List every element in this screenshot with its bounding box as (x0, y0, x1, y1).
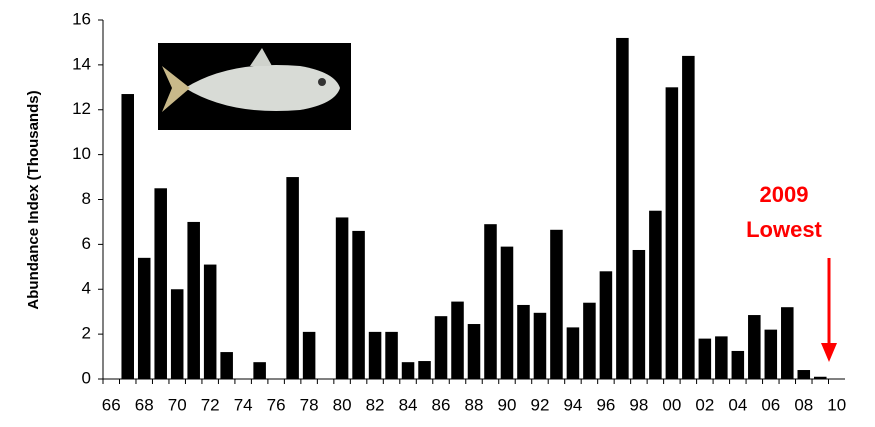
x-tick-label: 90 (498, 395, 517, 414)
bar (649, 210, 662, 379)
x-tick-label: 76 (267, 395, 286, 414)
bar (665, 87, 679, 379)
x-tick-label: 78 (300, 395, 319, 414)
y-tick-label: 12 (72, 99, 91, 118)
bar (715, 336, 728, 379)
x-tick-label: 06 (761, 395, 780, 414)
x-tick-label: 88 (465, 395, 484, 414)
x-tick-label: 02 (695, 395, 714, 414)
bar (814, 376, 827, 379)
bar (253, 362, 266, 379)
bar (632, 249, 646, 379)
bar (748, 315, 761, 379)
y-axis-label: Abundance Index (Thousands) (25, 90, 42, 309)
x-tick-label: 04 (728, 395, 747, 414)
fish-picture (158, 43, 351, 130)
x-tick-label: 96 (596, 395, 615, 414)
x-tick-label: 74 (234, 395, 253, 414)
bar (698, 338, 712, 379)
bar (286, 177, 299, 379)
bar (154, 188, 167, 379)
y-tick-label: 2 (82, 324, 91, 343)
y-tick-label: 4 (82, 279, 91, 298)
bar (203, 264, 217, 379)
bar (599, 271, 613, 379)
bar (385, 331, 398, 379)
bar (797, 370, 811, 379)
bar (352, 230, 365, 379)
x-tick-label: 80 (333, 395, 352, 414)
bar (781, 307, 794, 379)
x-tick-label: 86 (432, 395, 451, 414)
annotation: Lowest (746, 217, 822, 242)
bar (583, 302, 596, 379)
bar (302, 331, 316, 379)
bar (187, 221, 200, 379)
bar (550, 229, 563, 379)
bar (434, 316, 448, 379)
bar (731, 350, 745, 379)
x-tick-label: 00 (662, 395, 681, 414)
x-tick-label: 68 (135, 395, 154, 414)
bar (451, 301, 464, 379)
x-tick-label: 72 (201, 395, 220, 414)
y-tick-label: 16 (72, 9, 91, 28)
bar (500, 246, 514, 379)
bar (335, 217, 349, 379)
x-tick-label: 82 (366, 395, 385, 414)
bar (137, 257, 151, 379)
y-tick-label: 0 (82, 368, 91, 387)
bar (682, 55, 695, 380)
bar (170, 289, 184, 379)
bar (418, 361, 431, 379)
bar (220, 352, 233, 379)
x-tick-label: 98 (629, 395, 648, 414)
bar (764, 329, 778, 379)
annotation: 2009 (760, 182, 809, 207)
x-tick-label: 08 (794, 395, 813, 414)
bar (566, 327, 580, 379)
y-tick-label: 10 (72, 144, 91, 163)
x-tick-label: 92 (530, 395, 549, 414)
bar (533, 312, 547, 379)
bar (401, 362, 415, 379)
y-tick-label: 14 (72, 54, 91, 73)
y-tick-label: 8 (82, 189, 91, 208)
x-tick-label: 84 (399, 395, 418, 414)
x-tick-label: 66 (102, 395, 121, 414)
bar (484, 224, 497, 379)
bar (616, 37, 629, 379)
bar (368, 331, 382, 379)
bar (467, 324, 481, 379)
x-tick-label: 10 (827, 395, 846, 414)
x-tick-label: 94 (563, 395, 582, 414)
bar (517, 304, 530, 379)
annotation-arrowhead (821, 343, 837, 362)
bar (121, 94, 134, 379)
x-tick-label: 70 (168, 395, 187, 414)
y-tick-label: 6 (82, 234, 91, 253)
